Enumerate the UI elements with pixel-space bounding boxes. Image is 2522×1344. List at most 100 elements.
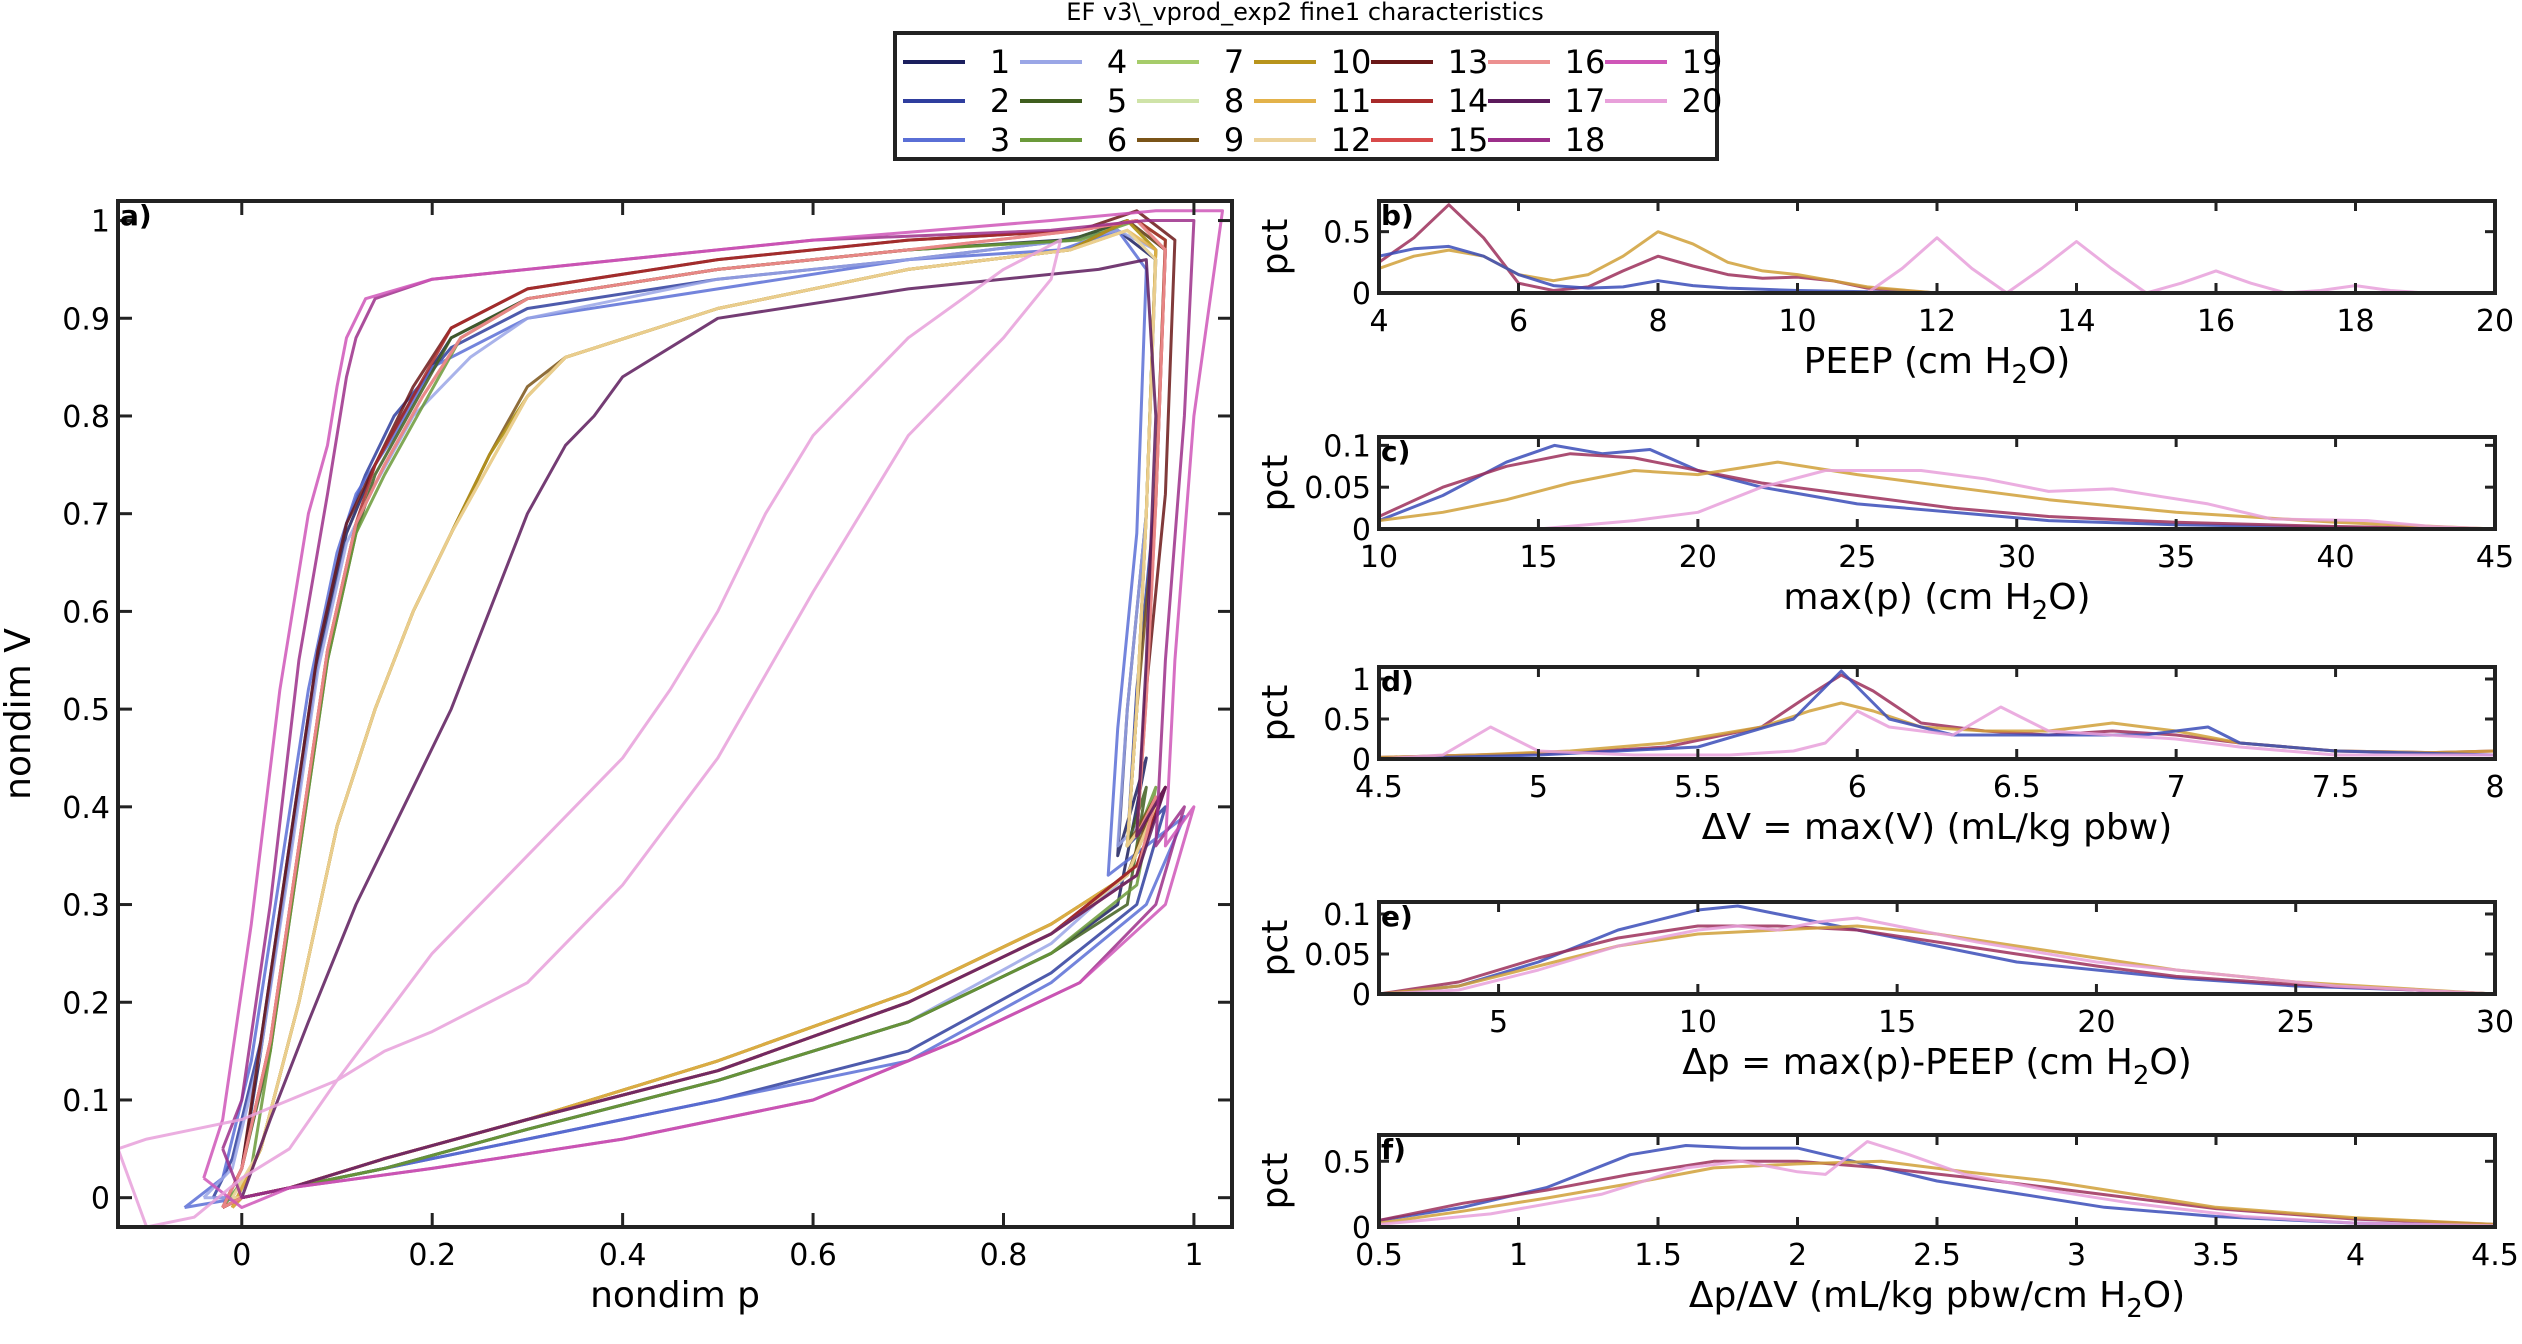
ytick-label-d: 0 xyxy=(1352,743,1371,778)
y-axis-label-f: pct xyxy=(1255,1153,1296,1210)
ytick-label-b: 0.5 xyxy=(1323,216,1371,251)
xtick-label-a: 0.6 xyxy=(789,1238,837,1273)
series-line-d-early xyxy=(1379,673,2495,759)
legend-label-6: 6 xyxy=(1107,121,1127,159)
ytick-label-e: 0.1 xyxy=(1323,898,1371,933)
xtick-label-b: 18 xyxy=(2336,304,2374,339)
legend-label-8: 8 xyxy=(1224,82,1244,120)
xtick-label-c: 45 xyxy=(2476,540,2514,575)
xtick-label-f: 2 xyxy=(1788,1238,1807,1273)
series-line-a-3 xyxy=(183,228,1186,1209)
series-line-c-late xyxy=(1379,460,2495,529)
xtick-label-f: 0.5 xyxy=(1355,1238,1403,1273)
ytick-label-c: 0.05 xyxy=(1304,471,1371,506)
x-axis-label-e: Δp = max(p)-PEEP (cm H2O) xyxy=(1682,1042,2192,1091)
xtick-label-f: 3.5 xyxy=(2192,1238,2240,1273)
xtick-label-c: 35 xyxy=(2157,540,2195,575)
xtick-label-e: 25 xyxy=(2277,1005,2315,1040)
legend-label-20: 20 xyxy=(1682,82,1723,120)
series-line-a-20 xyxy=(118,238,1063,1227)
xtick-label-a: 0.4 xyxy=(599,1238,647,1273)
series-line-a-16 xyxy=(221,219,1167,1209)
series-line-a-13 xyxy=(221,209,1177,1209)
series-line-c-blue xyxy=(1379,443,2495,529)
xtick-label-f: 4 xyxy=(2346,1238,2365,1273)
legend-label-10: 10 xyxy=(1331,43,1372,81)
series-line-e-blue xyxy=(1379,904,2495,994)
xtick-label-d: 4.5 xyxy=(1355,770,1403,805)
series-line-a-15 xyxy=(221,219,1167,1209)
ytick-label-c: 0.1 xyxy=(1323,429,1371,464)
panel-e: 5 10 15 20 25 30 0 0.05 0.1 e) Δp = max(p)-PEEP (c… xyxy=(1255,898,2514,1091)
xtick-label-e: 20 xyxy=(2077,1005,2115,1040)
xtick-label-b: 10 xyxy=(1778,304,1816,339)
xtick-label-a: 0 xyxy=(232,1238,251,1273)
x-axis-label-f: Δp/ΔV (mL/kg pbw/cm H2O) xyxy=(1689,1275,2185,1324)
xtick-label-f: 1.5 xyxy=(1634,1238,1682,1273)
legend-label-16: 16 xyxy=(1565,43,1606,81)
series-line-c-early xyxy=(1379,452,2495,529)
axes-frame-c xyxy=(1377,435,2497,531)
xtick-label-e: 30 xyxy=(2476,1005,2514,1040)
panel-f: 0.5 1 1.5 2 2.5 3 3.5 4 4.500.5 f)Δp/ΔV (mL/kg pb… xyxy=(1255,1133,2519,1324)
series-line-f-late xyxy=(1379,1159,2495,1226)
ytick-label-a: 1 xyxy=(91,205,110,240)
series-line-d-blue xyxy=(1379,669,2495,759)
xtick-label-a: 1 xyxy=(1184,1238,1203,1273)
xtick-label-b: 6 xyxy=(1509,304,1528,339)
series-line-a-6 xyxy=(221,219,1167,1209)
x-axis-label-a: nondim p xyxy=(590,1275,760,1316)
ytick-label-a: 0.6 xyxy=(62,595,110,630)
y-axis-label-e: pct xyxy=(1255,920,1296,977)
series-group-f xyxy=(1379,1140,2495,1227)
xtick-label-d: 5 xyxy=(1529,770,1548,805)
ytick-label-b: 0 xyxy=(1352,277,1371,312)
xtick-label-c: 40 xyxy=(2316,540,2354,575)
series-line-a-17 xyxy=(240,258,1167,1200)
series-line-a-14 xyxy=(221,219,1167,1209)
xtick-label-c: 15 xyxy=(1519,540,1557,575)
panel-d: 4.5 5 5.5 6 6.5 7 7.5 8 0 0.5 1 d) ΔV = max(V) (mL/k… xyxy=(1255,663,2505,848)
series-line-a-1 xyxy=(221,228,1158,1209)
legend-label-4: 4 xyxy=(1107,43,1127,81)
xtick-label-d: 8 xyxy=(2485,770,2504,805)
legend-label-12: 12 xyxy=(1331,121,1372,159)
xtick-label-b: 4 xyxy=(1369,304,1388,339)
xtick-label-b: 8 xyxy=(1648,304,1667,339)
xtick-label-c: 20 xyxy=(1679,540,1717,575)
xtick-label-e: 5 xyxy=(1489,1005,1508,1040)
ytick-label-a: 0.9 xyxy=(62,302,110,337)
xtick-label-f: 2.5 xyxy=(1913,1238,1961,1273)
ytick-label-a: 0.8 xyxy=(62,400,110,435)
ytick-label-a: 0.2 xyxy=(62,986,110,1021)
legend-label-15: 15 xyxy=(1448,121,1489,159)
panel-label-e: e) xyxy=(1381,900,1413,933)
xtick-label-b: 14 xyxy=(2057,304,2095,339)
ytick-label-f: 0 xyxy=(1352,1211,1371,1246)
panel-label-b: b) xyxy=(1381,199,1414,232)
xtick-label-d: 7.5 xyxy=(2312,770,2360,805)
series-line-a-2 xyxy=(211,219,1167,1200)
series-line-b-20 xyxy=(1379,236,2495,293)
legend-label-18: 18 xyxy=(1565,121,1606,159)
series-line-f-blue xyxy=(1379,1144,2495,1227)
legend-label-11: 11 xyxy=(1331,82,1372,120)
ytick-label-a: 0 xyxy=(91,1182,110,1217)
series-group-c xyxy=(1379,443,2495,529)
ytick-label-f: 0.5 xyxy=(1323,1145,1371,1180)
xtick-label-b: 16 xyxy=(2197,304,2235,339)
legend-label-3: 3 xyxy=(990,121,1010,159)
legend-label-13: 13 xyxy=(1448,43,1489,81)
legend-label-5: 5 xyxy=(1107,82,1127,120)
ytick-label-d: 1 xyxy=(1352,663,1371,698)
legend-label-7: 7 xyxy=(1224,43,1244,81)
legend-label-17: 17 xyxy=(1565,82,1606,120)
series-line-a-8 xyxy=(231,228,1158,1200)
ytick-label-e: 0.05 xyxy=(1304,938,1371,973)
panel-label-c: c) xyxy=(1381,435,1410,468)
xtick-label-f: 1 xyxy=(1509,1238,1528,1273)
xtick-label-d: 7 xyxy=(2167,770,2186,805)
ytick-label-a: 0.4 xyxy=(62,791,110,826)
y-axis-label-a: nondim V xyxy=(0,628,39,800)
